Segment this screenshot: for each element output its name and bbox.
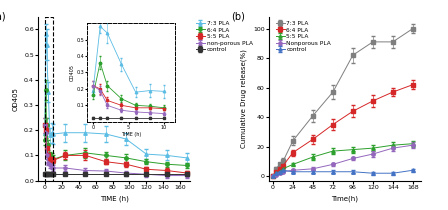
- Y-axis label: OD405: OD405: [13, 87, 18, 111]
- Y-axis label: OD405: OD405: [70, 64, 75, 81]
- Y-axis label: Cumulative Drug release(%): Cumulative Drug release(%): [241, 49, 247, 148]
- X-axis label: Time(h): Time(h): [332, 195, 358, 202]
- X-axis label: TIME (h): TIME (h): [121, 132, 141, 137]
- Legend: 7:3 PLA, 6:4 PLA, 5:5 PLA, non-porous PLA, control: 7:3 PLA, 6:4 PLA, 5:5 PLA, non-porous PL…: [195, 20, 254, 53]
- Legend: 7:3 PLA, 6:4 PLA, 5:5 PLA, Nonporous PLA, control: 7:3 PLA, 6:4 PLA, 5:5 PLA, Nonporous PLA…: [275, 20, 332, 53]
- X-axis label: TIME (h): TIME (h): [100, 195, 129, 202]
- Text: (b): (b): [231, 12, 245, 22]
- Bar: [45, 17, 53, 181]
- Text: (a): (a): [0, 12, 6, 22]
